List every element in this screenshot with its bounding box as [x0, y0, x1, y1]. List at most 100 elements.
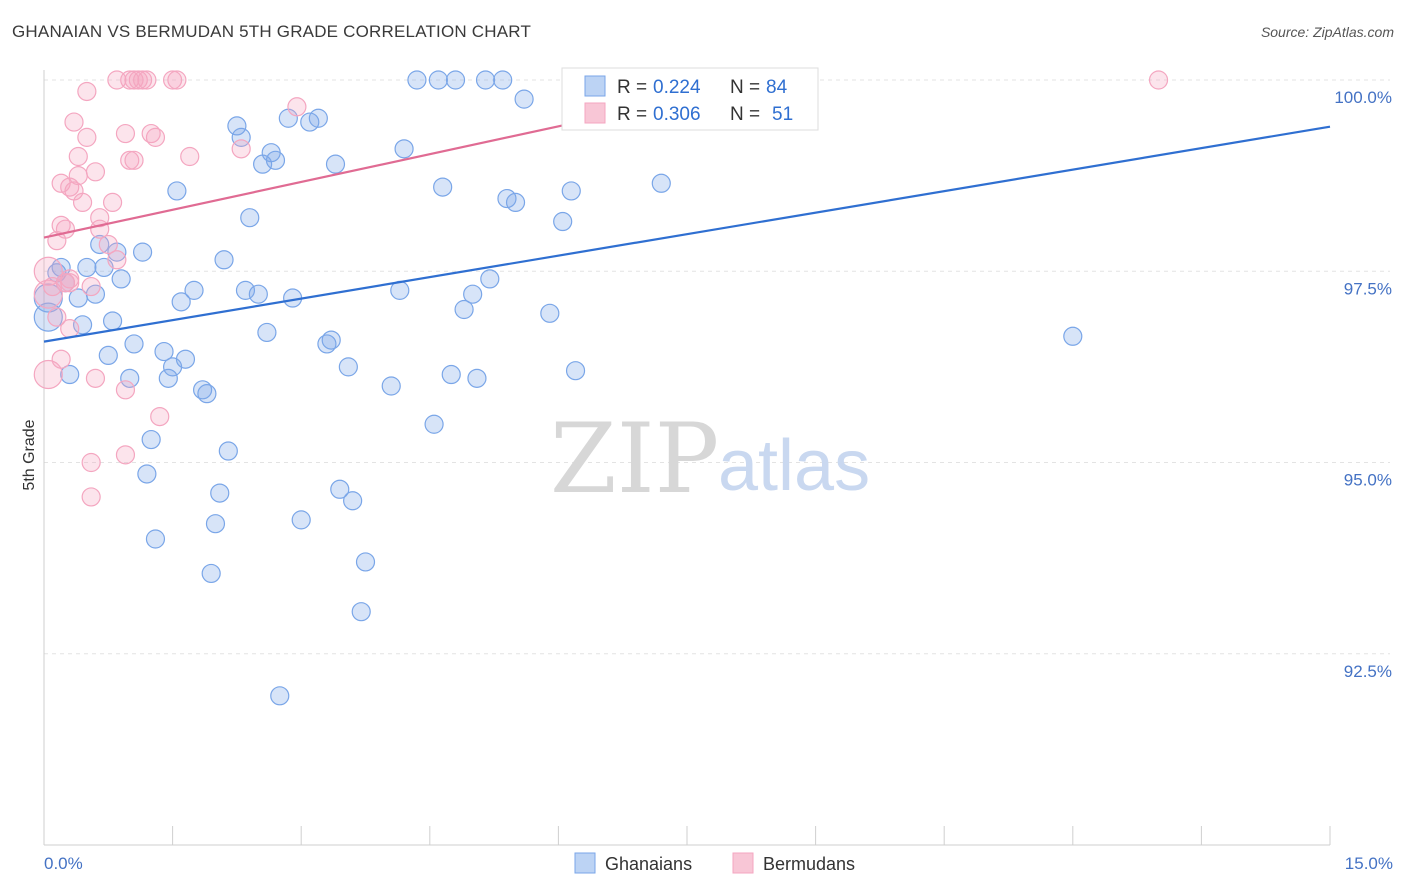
ghanaians-point [407, 70, 427, 90]
ghanaians-point [651, 173, 671, 193]
bermudans-point [81, 487, 101, 507]
bermudans-point [68, 166, 88, 186]
ghanaians-point [231, 127, 251, 147]
bermudans-point [60, 319, 80, 339]
ghanaians-point [205, 514, 226, 534]
ghanaians-point [351, 602, 371, 622]
legend-r-value-bermudans: 0.306 [653, 104, 701, 125]
bermudans-point [120, 150, 140, 170]
ghanaians-point [227, 116, 247, 136]
y-tick-label: 95.0% [1344, 471, 1392, 490]
ghanaians-point [175, 349, 196, 369]
legend-swatch-ghanaians [584, 75, 606, 97]
ghanaians-point [235, 280, 256, 300]
y-axis-title: 5th Grade [21, 419, 38, 490]
bermudans-point [1148, 70, 1169, 90]
ghanaians-point [265, 150, 286, 170]
ghanaians-point [145, 529, 166, 549]
series-bermudans [33, 70, 1169, 507]
bermudans-point [287, 97, 307, 117]
bermudans-point [64, 112, 84, 132]
ghanaians-point [441, 364, 461, 385]
ghanaians-point [77, 257, 97, 278]
bermudans-point [72, 192, 93, 212]
ghanaians-point [553, 211, 573, 232]
ghanaians-point [111, 269, 131, 289]
ghanaians-point [308, 108, 328, 128]
watermark-atlas: atlas [718, 426, 870, 506]
ghanaians-point [338, 357, 358, 377]
ghanaians-point [257, 322, 277, 343]
bermudans-point [85, 162, 106, 182]
ghanaians-point [120, 368, 140, 388]
ghanaians-point [214, 250, 234, 270]
ghanaians-point [158, 368, 178, 388]
ghanaians-point [218, 441, 238, 461]
ghanaians-point [132, 242, 153, 262]
y-tick-labels: 92.5% 95.0% 97.5% 100.0% [1334, 88, 1392, 681]
ghanaians-point [433, 177, 453, 197]
bermudans-point [60, 269, 80, 289]
legend-bottom-label-bermudans: Bermudans [763, 854, 855, 874]
legend-r-label-bermudans: R = [617, 104, 647, 125]
legend-top: R = 0.224 N = 84 R = 0.306 N = 51 [561, 67, 819, 131]
bermudans-point [180, 146, 200, 167]
ghanaians-point [445, 70, 466, 90]
ghanaians-point [493, 70, 513, 90]
ghanaians-point [72, 315, 93, 335]
legend-n-label-ghanaians: N = [730, 77, 760, 98]
ghanaians-point [124, 334, 144, 354]
ghanaians-point [240, 208, 260, 228]
ghanaians-point [463, 284, 483, 304]
bermudans-point [55, 219, 76, 239]
bermudans-point [77, 127, 97, 147]
ghanaians-point [424, 414, 444, 434]
bermudans-point [107, 250, 127, 270]
x-tick-labels: 0.0% 15.0% [44, 854, 1393, 873]
bermudans-point [90, 208, 110, 228]
ghanaians-point [480, 269, 500, 289]
chart-title: GHANAIAN VS BERMUDAN 5TH GRADE CORRELATI… [12, 22, 532, 41]
ghanaians-point [141, 429, 161, 450]
bermudans-point [33, 359, 63, 390]
x-tick-label-min: 0.0% [44, 854, 83, 873]
bermudans-point [102, 192, 123, 212]
legend-bottom-label-ghanaians: Ghanaians [605, 854, 692, 874]
ghanaians-point [540, 303, 560, 323]
bermudans-point [115, 380, 136, 400]
bermudans-point [85, 368, 106, 388]
ghanaians-point [467, 368, 487, 388]
ghanaians-point [184, 280, 204, 300]
bermudans-point [163, 70, 183, 90]
ghanaians-point [270, 686, 290, 706]
ghanaians-point [98, 345, 118, 365]
bermudans-point [98, 234, 118, 255]
ghanaians-point [248, 284, 268, 304]
bermudans-point [124, 150, 144, 170]
legend-bottom: Ghanaians Bermudans [574, 852, 855, 874]
ghanaians-point [154, 341, 174, 362]
bermudans-point [77, 81, 97, 102]
series-ghanaians [33, 70, 1083, 706]
ghanaians-point [381, 376, 401, 396]
ghanaians-point [394, 139, 414, 159]
bermudans-point [47, 307, 67, 327]
legend-n-value-bermudans: 51 [772, 104, 793, 125]
bermudans-point [137, 70, 157, 90]
grid [44, 79, 1390, 655]
ghanaians-point [565, 361, 586, 381]
ghanaians-point [454, 299, 474, 320]
ghanaians-point [505, 192, 526, 212]
bermudans-point [81, 276, 101, 297]
bermudans-point [68, 146, 88, 167]
ghanaians-point [60, 364, 80, 385]
legend-r-value-ghanaians: 0.224 [653, 77, 701, 98]
ghanaians-point [343, 491, 363, 511]
ghanaians-point [102, 311, 123, 331]
ghanaians-point [330, 479, 350, 499]
legend-swatch-bermudans [584, 102, 606, 124]
bermudans-point [51, 349, 71, 369]
legend-bottom-swatch-bermudans [732, 852, 754, 874]
bermudans-point [231, 139, 251, 159]
